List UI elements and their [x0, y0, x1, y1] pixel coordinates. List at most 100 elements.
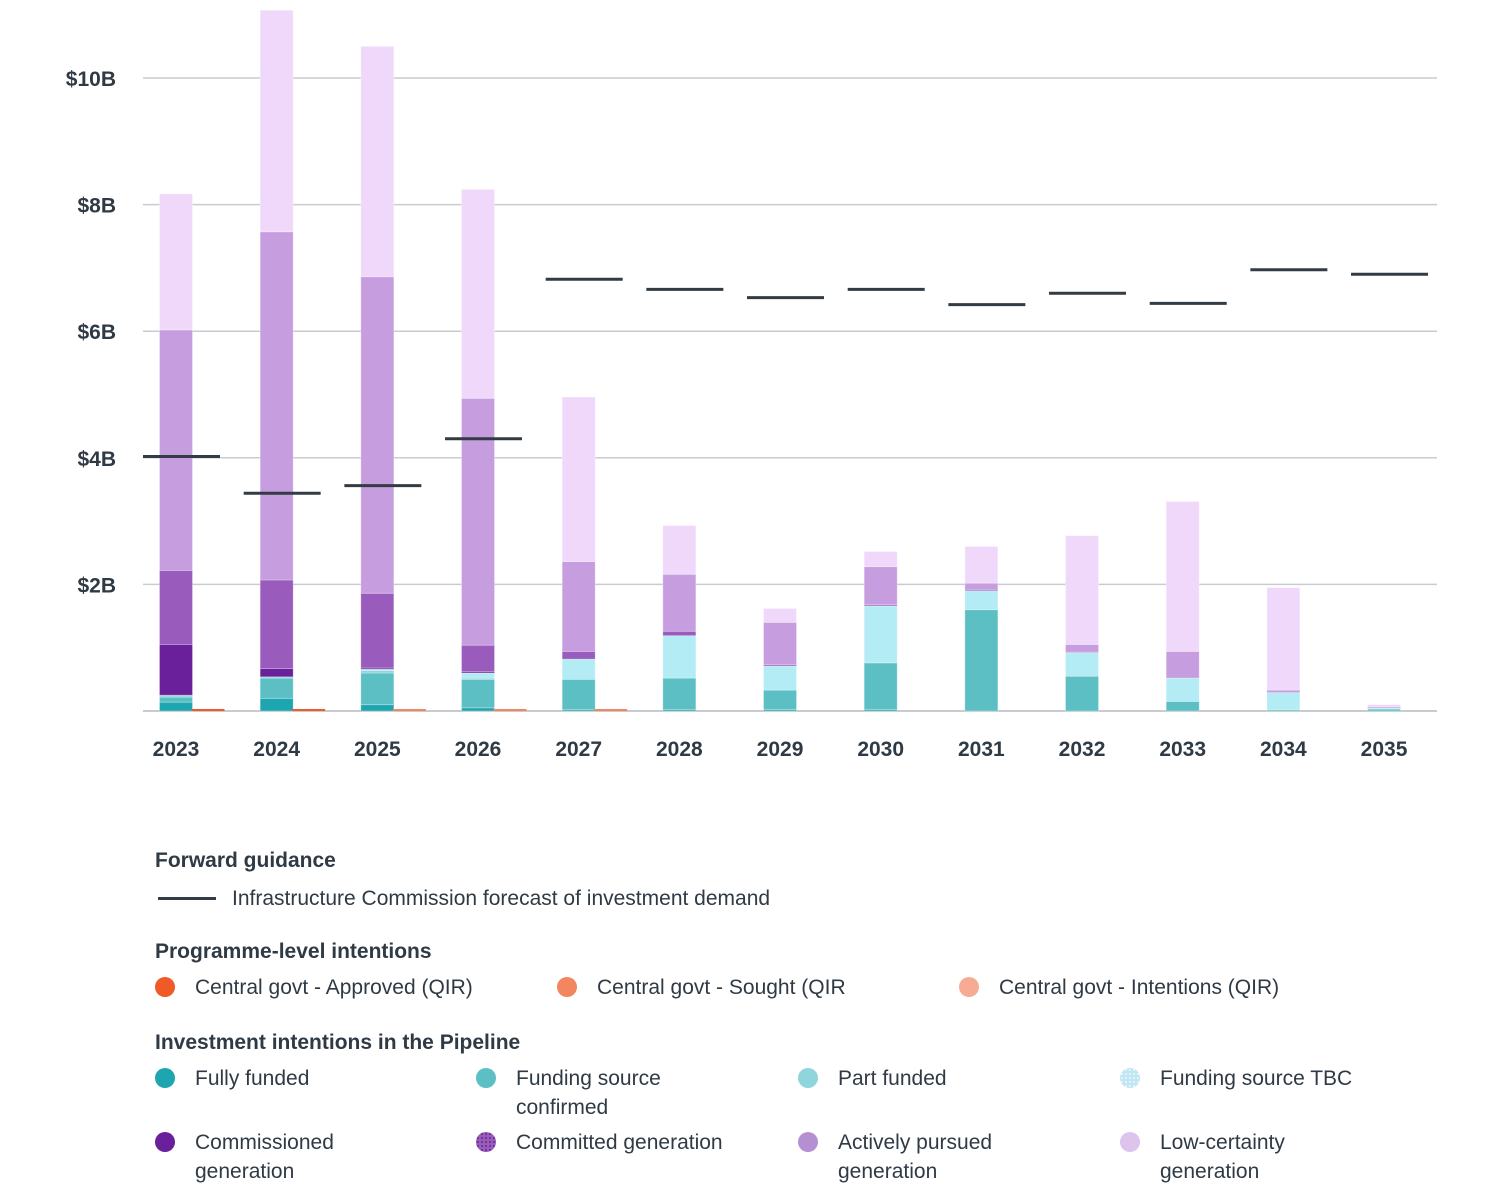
- x-tick-label: 2025: [354, 738, 401, 761]
- bar-segment-funding-source-tbc: [964, 590, 999, 611]
- programme-bar-central-govt-approved-qir: [191, 709, 225, 711]
- bar-stack-2027: [561, 396, 596, 712]
- bar-segment-commissioned-generation: [159, 644, 193, 696]
- y-tick-label: $2B: [77, 574, 116, 597]
- bar-segment-funding-source-confirmed: [1065, 675, 1099, 712]
- bar-segment-low-certainty-generation: [259, 9, 294, 233]
- bar-segment-funding-source-confirmed: [964, 609, 999, 712]
- x-tick-label: 2034: [1260, 738, 1307, 761]
- bar-segment-low-certainty-generation: [662, 525, 697, 575]
- y-tick-label: $4B: [77, 448, 116, 471]
- legend-label: Committed generation: [516, 1131, 723, 1154]
- bar-stack-2026: [461, 189, 495, 712]
- legend-item-fully-funded: Fully funded: [155, 1064, 476, 1122]
- y-axis-ticks: $2B $4B $6B $8B $10B: [66, 68, 116, 597]
- bar-segment-funding-source-confirmed: [561, 678, 596, 711]
- programme-bar-central-govt-sought-qir: [594, 709, 628, 711]
- legend-item-commissioned-generation: Commissioned generation: [155, 1128, 476, 1186]
- committed-swatch-icon: [476, 1132, 496, 1152]
- legend-label: Central govt - Intentions (QIR): [999, 976, 1280, 999]
- bar-segment-fully-funded: [360, 704, 395, 712]
- legend-item-sought-qir: Central govt - Sought (QIR: [557, 973, 959, 1002]
- fully-funded-swatch-icon: [155, 1068, 175, 1088]
- legend-label: Central govt - Sought (QIR: [597, 976, 846, 999]
- bar-segment-funding-source-tbc: [461, 672, 495, 679]
- bar-segment-funding-source-tbc: [1065, 652, 1099, 677]
- x-tick-label: 2023: [153, 738, 200, 761]
- bar-segment-actively-pursued-generation: [159, 329, 193, 571]
- legend-label: Funding source TBC: [1160, 1067, 1353, 1090]
- programme-bar-central-govt-sought-qir: [392, 709, 426, 711]
- legend-item-funding-source-tbc: Funding source TBC: [1120, 1064, 1352, 1122]
- bar-stack-2028: [662, 525, 697, 712]
- bar-segment-low-certainty-generation: [1065, 535, 1099, 645]
- legend-label: Low-certainty generation: [1160, 1131, 1285, 1183]
- bar-segment-funding-source-tbc: [1266, 692, 1301, 711]
- bar-stack-2032: [1065, 535, 1099, 712]
- bar-segment-committed-generation: [259, 579, 294, 669]
- low-certainty-swatch-icon: [1120, 1132, 1140, 1152]
- bar-segment-low-certainty-generation: [763, 608, 797, 623]
- bar-stack-2024: [259, 9, 294, 712]
- funding-confirmed-swatch-icon: [476, 1068, 496, 1088]
- bar-segment-actively-pursued-generation: [662, 573, 697, 632]
- legend-label: Part funded: [838, 1067, 947, 1090]
- bar-segment-low-certainty-generation: [1165, 501, 1200, 652]
- programme-bar-central-govt-approved-qir: [292, 709, 326, 711]
- legend-heading-forward-guidance: Forward guidance: [155, 849, 336, 872]
- intentions-swatch-icon: [959, 977, 979, 997]
- legend-item-forecast: Infrastructure Commission forecast of in…: [155, 884, 770, 913]
- legend-item-intentions-qir: Central govt - Intentions (QIR): [959, 973, 1279, 1002]
- gridlines: [143, 77, 1437, 712]
- bar-segment-funding-source-tbc: [561, 658, 596, 680]
- bar-segment-funding-source-confirmed: [259, 677, 294, 699]
- bar-stack-2033: [1165, 501, 1200, 712]
- sought-swatch-icon: [557, 977, 577, 997]
- bar-stack-2035: [1367, 704, 1401, 712]
- part-funded-swatch-icon: [798, 1068, 818, 1088]
- legend-item-part-funded: Part funded: [798, 1064, 1120, 1122]
- bar-segment-low-certainty-generation: [1266, 587, 1301, 691]
- bar-segment-low-certainty-generation: [1367, 704, 1401, 707]
- x-tick-label: 2028: [656, 738, 703, 761]
- bar-segment-actively-pursued-generation: [1165, 651, 1200, 679]
- bar-segment-funding-source-tbc: [1367, 707, 1401, 710]
- bar-stack-2034: [1266, 587, 1301, 712]
- legend-heading-pipeline: Investment intentions in the Pipeline: [155, 1031, 521, 1054]
- bar-segment-funding-source-confirmed: [461, 678, 495, 709]
- commissioned-swatch-icon: [155, 1132, 175, 1152]
- bar-segment-funding-source-confirmed: [662, 677, 697, 711]
- bar-stack-2025: [360, 45, 395, 712]
- legend-heading-programme: Programme-level intentions: [155, 940, 432, 963]
- x-tick-label: 2032: [1059, 738, 1106, 761]
- bar-segment-actively-pursued-generation: [1065, 644, 1099, 653]
- bar-segment-commissioned-generation: [259, 668, 294, 678]
- forecast-lines: [143, 268, 1429, 495]
- bar-segment-committed-generation: [360, 592, 395, 669]
- bar-segment-low-certainty-generation: [360, 45, 395, 278]
- legend-label: Infrastructure Commission forecast of in…: [232, 887, 771, 910]
- bars: [159, 9, 1401, 712]
- programme-bar-central-govt-sought-qir: [493, 709, 527, 711]
- bar-stack-2023: [159, 193, 193, 712]
- bar-segment-low-certainty-generation: [964, 546, 999, 584]
- x-tick-label: 2027: [555, 738, 602, 761]
- bar-segment-low-certainty-generation: [461, 189, 495, 399]
- legend-label: Funding source confirmed: [516, 1067, 661, 1119]
- bar-segment-actively-pursued-generation: [863, 566, 898, 606]
- bar-stack-2029: [763, 608, 797, 712]
- bar-segment-committed-generation: [662, 630, 697, 637]
- programme-bars: [191, 709, 628, 711]
- bar-segment-committed-generation: [561, 651, 596, 660]
- bar-segment-actively-pursued-generation: [360, 276, 395, 594]
- x-axis-ticks: 2023 2024 2025 2026 2027 2028 2029 2030 2031 2032…: [153, 738, 1408, 761]
- legend-label: Central govt - Approved (QIR): [195, 976, 473, 999]
- stacked-bar-chart: $2B$4B$6B$8B$10B 2023 2024 2025 2026 2027 202…: [66, 9, 1437, 761]
- bar-segment-funding-source-confirmed: [763, 689, 797, 711]
- legend-label: Fully funded: [195, 1067, 310, 1090]
- bar-segment-actively-pursued-generation: [964, 582, 999, 590]
- bar-segment-actively-pursued-generation: [259, 231, 294, 581]
- forecast-line-swatch: [158, 897, 216, 900]
- bar-stack-2031: [964, 546, 999, 712]
- bar-stack-2030: [863, 551, 898, 712]
